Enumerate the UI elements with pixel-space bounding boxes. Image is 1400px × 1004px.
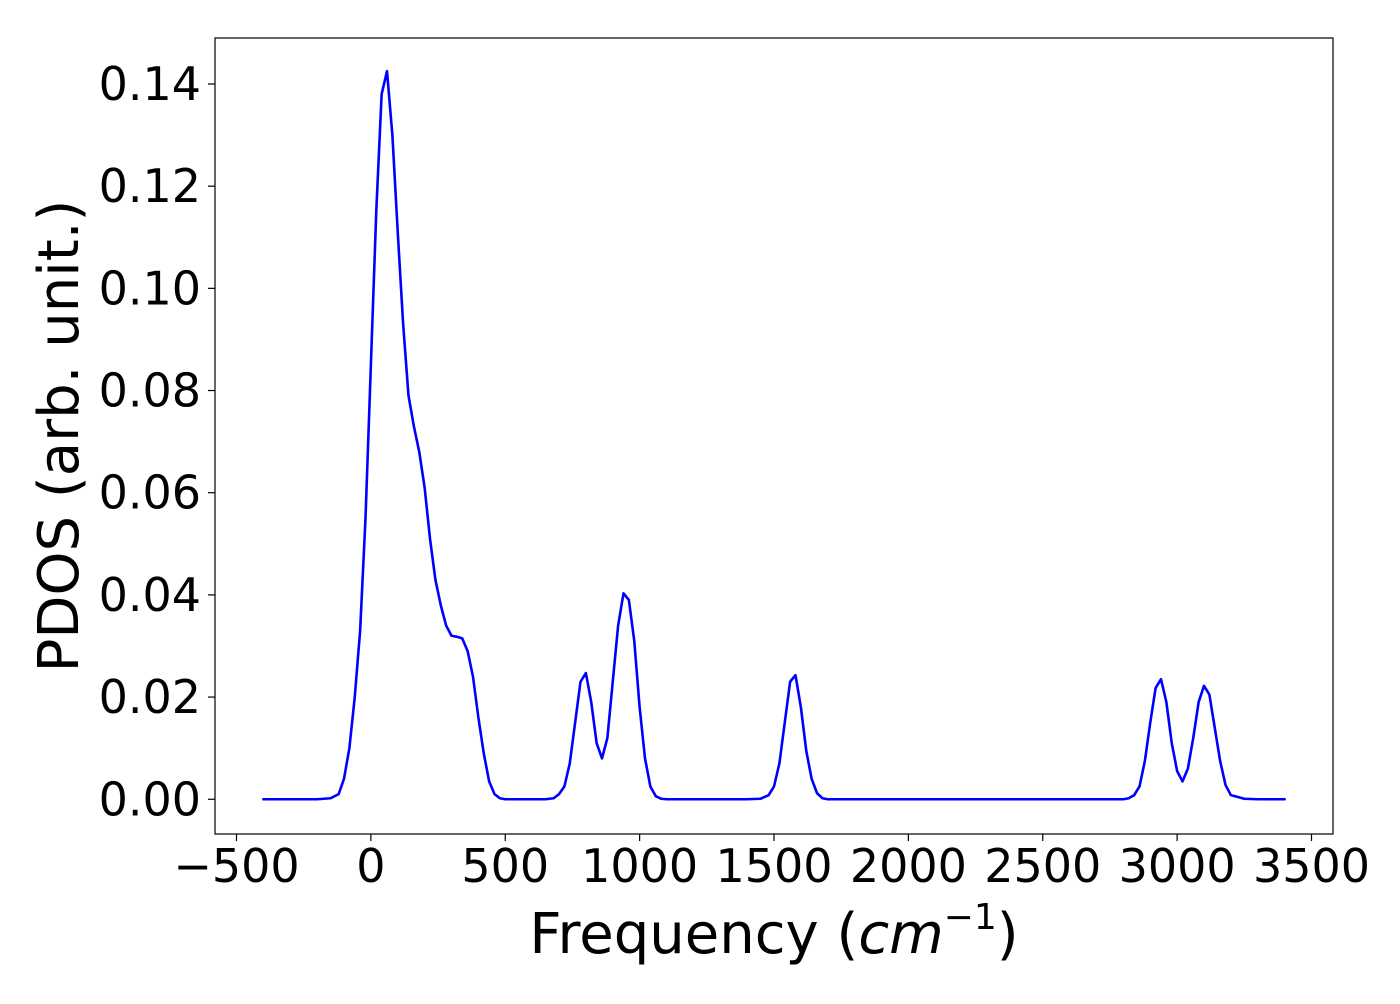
x-axis-label-prefix: Frequency ( <box>529 902 858 967</box>
y-tick-label: 0.04 <box>99 568 201 622</box>
plot-area <box>262 69 1286 801</box>
y-axis-label: PDOS (arb. unit.) <box>27 200 92 673</box>
x-tick-label: 0 <box>356 839 385 893</box>
x-tick-label: −500 <box>173 839 299 893</box>
y-tick-label: 0.14 <box>99 57 201 111</box>
y-tick-label: 0.10 <box>99 261 201 315</box>
x-tick-label: 500 <box>461 839 549 893</box>
x-tick-label: 3000 <box>1119 839 1236 893</box>
y-tick-label: 0.06 <box>99 466 201 520</box>
x-axis-label-suffix: ) <box>997 902 1019 967</box>
x-tick-label: 3500 <box>1253 839 1370 893</box>
y-tick-label: 0.00 <box>99 772 201 826</box>
y-tick-label: 0.12 <box>99 159 201 213</box>
plot-frame <box>214 37 1334 835</box>
x-tick-label: 2000 <box>850 839 967 893</box>
y-tick-label: 0.02 <box>99 670 201 724</box>
x-axis-label-unit: cm <box>858 902 943 967</box>
x-axis-label: Frequency (cm−1) <box>529 897 1018 967</box>
ticks: −500 0 500 1000 1500 2000 2500 3000 3500 0.00 0.02… <box>99 57 1370 893</box>
x-tick-label: 2500 <box>984 839 1101 893</box>
x-axis-label-exponent: −1 <box>944 897 997 938</box>
series-line <box>262 69 1286 801</box>
x-tick-label: 1000 <box>581 839 698 893</box>
x-tick-label: 1500 <box>715 839 832 893</box>
y-tick-label: 0.08 <box>99 364 201 418</box>
